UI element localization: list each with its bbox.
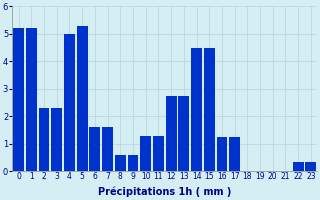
Bar (217, 137, 227, 171)
Bar (102, 127, 113, 171)
Bar (90, 127, 100, 171)
Bar (179, 96, 189, 171)
Bar (115, 155, 126, 171)
Bar (26, 28, 37, 171)
Bar (229, 137, 240, 171)
Bar (153, 136, 164, 171)
Bar (166, 96, 177, 171)
Bar (64, 34, 75, 171)
Bar (128, 155, 139, 171)
Bar (140, 136, 151, 171)
Bar (306, 162, 316, 171)
Bar (191, 48, 202, 171)
Bar (13, 28, 24, 171)
Bar (52, 108, 62, 171)
Bar (204, 48, 215, 171)
Bar (39, 108, 50, 171)
Bar (293, 162, 304, 171)
X-axis label: Précipitations 1h ( mm ): Précipitations 1h ( mm ) (98, 187, 231, 197)
Bar (77, 26, 88, 171)
